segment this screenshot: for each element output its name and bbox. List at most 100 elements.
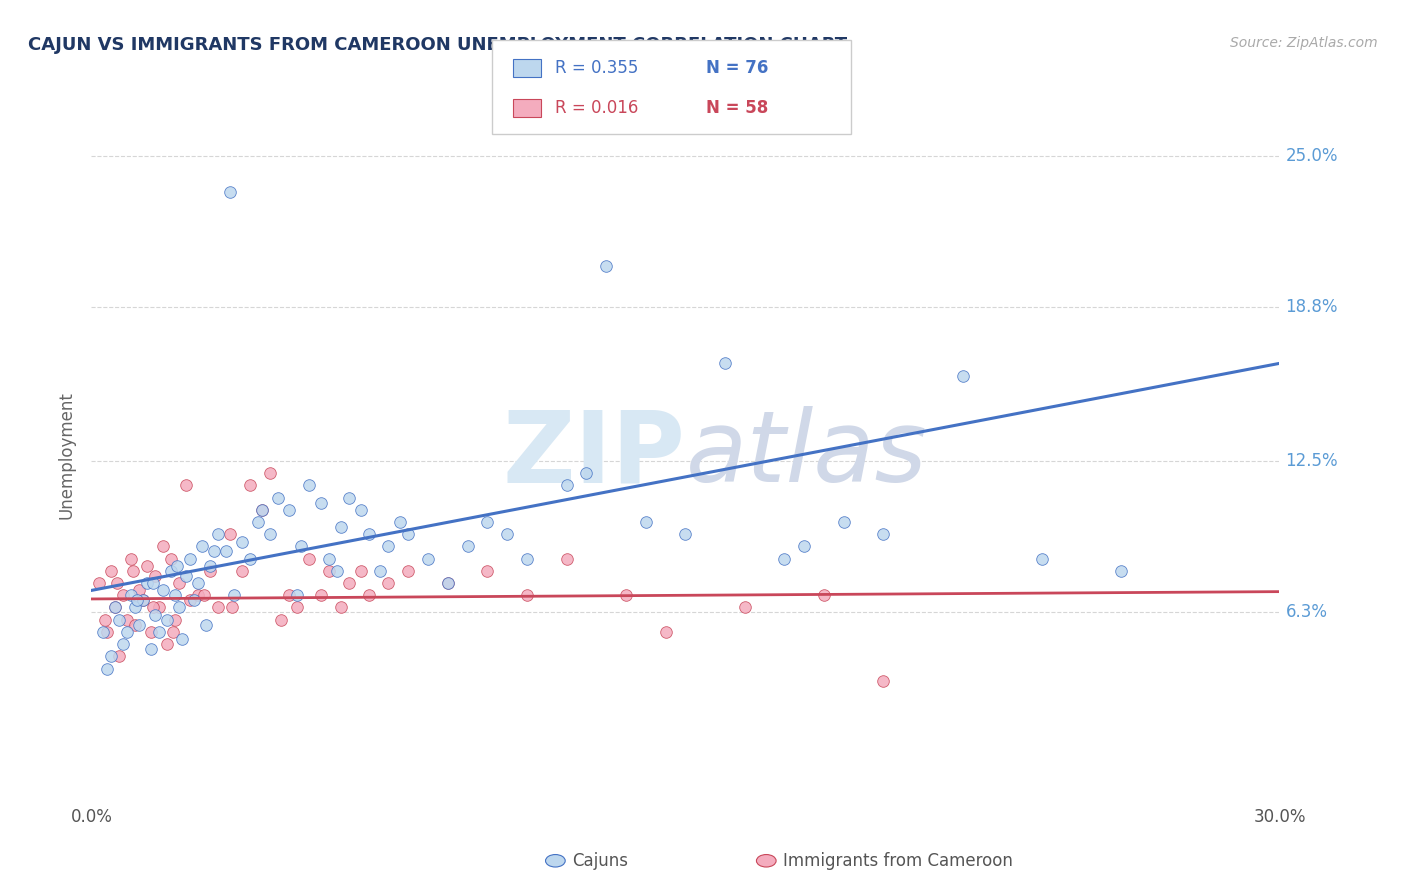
Point xyxy=(377,540,399,554)
Point xyxy=(329,600,352,615)
Point xyxy=(516,588,538,602)
Point xyxy=(813,588,835,602)
Point xyxy=(139,624,162,639)
Point xyxy=(89,576,111,591)
Point xyxy=(250,503,273,517)
Point xyxy=(104,600,127,615)
Point xyxy=(132,593,155,607)
Point xyxy=(555,551,578,566)
Point xyxy=(239,551,262,566)
Point xyxy=(163,588,186,602)
Point xyxy=(285,600,308,615)
Point xyxy=(124,617,146,632)
Text: 18.8%: 18.8% xyxy=(1285,298,1339,317)
Point xyxy=(337,491,360,505)
Point xyxy=(108,649,131,664)
Point xyxy=(396,527,419,541)
Point xyxy=(128,617,150,632)
Point xyxy=(179,593,201,607)
Point xyxy=(108,613,131,627)
Point xyxy=(195,617,218,632)
Point xyxy=(163,613,186,627)
Point xyxy=(259,527,281,541)
Point xyxy=(239,478,262,492)
Text: 12.5%: 12.5% xyxy=(1285,452,1339,470)
Point xyxy=(377,576,399,591)
Point xyxy=(176,568,198,582)
Point xyxy=(152,540,174,554)
Point xyxy=(202,544,225,558)
Point xyxy=(496,527,519,541)
Point xyxy=(270,613,292,627)
Point xyxy=(124,600,146,615)
Point xyxy=(714,356,737,370)
Point xyxy=(285,588,308,602)
Text: R = 0.355: R = 0.355 xyxy=(555,60,638,78)
Point xyxy=(250,503,273,517)
Point xyxy=(654,624,676,639)
Point xyxy=(207,600,229,615)
Point xyxy=(135,576,157,591)
Point xyxy=(290,540,312,554)
Point xyxy=(187,576,209,591)
Point xyxy=(575,467,598,481)
Point xyxy=(1109,564,1132,578)
Point xyxy=(370,564,392,578)
Point xyxy=(318,551,340,566)
Point xyxy=(96,624,118,639)
Point xyxy=(100,564,122,578)
Point xyxy=(142,600,165,615)
Point xyxy=(673,527,696,541)
Text: R = 0.016: R = 0.016 xyxy=(555,99,638,117)
Point xyxy=(357,588,380,602)
Point xyxy=(132,593,155,607)
Point xyxy=(159,564,181,578)
Point xyxy=(952,368,974,383)
Text: ZIP: ZIP xyxy=(502,407,685,503)
Point xyxy=(298,478,321,492)
Point xyxy=(104,600,127,615)
Text: Immigrants from Cameroon: Immigrants from Cameroon xyxy=(783,852,1012,870)
Point xyxy=(172,632,194,647)
Point xyxy=(773,551,796,566)
Point xyxy=(298,551,321,566)
Point xyxy=(156,613,179,627)
Point xyxy=(128,583,150,598)
Point xyxy=(219,186,242,200)
Text: Source: ZipAtlas.com: Source: ZipAtlas.com xyxy=(1230,36,1378,50)
Point xyxy=(183,593,205,607)
Point xyxy=(179,551,201,566)
Point xyxy=(148,624,170,639)
Point xyxy=(329,520,352,534)
Point xyxy=(246,515,269,529)
Point xyxy=(396,564,419,578)
Point xyxy=(162,624,184,639)
Point xyxy=(337,576,360,591)
Point xyxy=(266,491,288,505)
Point xyxy=(477,564,499,578)
Point xyxy=(734,600,756,615)
Point xyxy=(193,588,215,602)
Point xyxy=(477,515,499,529)
Point xyxy=(793,540,815,554)
Text: CAJUN VS IMMIGRANTS FROM CAMEROON UNEMPLOYMENT CORRELATION CHART: CAJUN VS IMMIGRANTS FROM CAMEROON UNEMPL… xyxy=(28,36,848,54)
Point xyxy=(222,588,245,602)
Point xyxy=(207,527,229,541)
Point xyxy=(436,576,458,591)
Point xyxy=(516,551,538,566)
Point xyxy=(595,259,617,273)
Point xyxy=(198,564,221,578)
Point xyxy=(350,564,373,578)
Text: atlas: atlas xyxy=(685,407,927,503)
Point xyxy=(231,564,253,578)
Point xyxy=(167,576,190,591)
Point xyxy=(634,515,657,529)
Point xyxy=(318,564,340,578)
Point xyxy=(142,576,165,591)
Point xyxy=(143,607,166,622)
Point xyxy=(94,613,117,627)
Point xyxy=(436,576,458,591)
Point xyxy=(125,593,148,607)
Point xyxy=(221,600,243,615)
Point xyxy=(91,624,114,639)
